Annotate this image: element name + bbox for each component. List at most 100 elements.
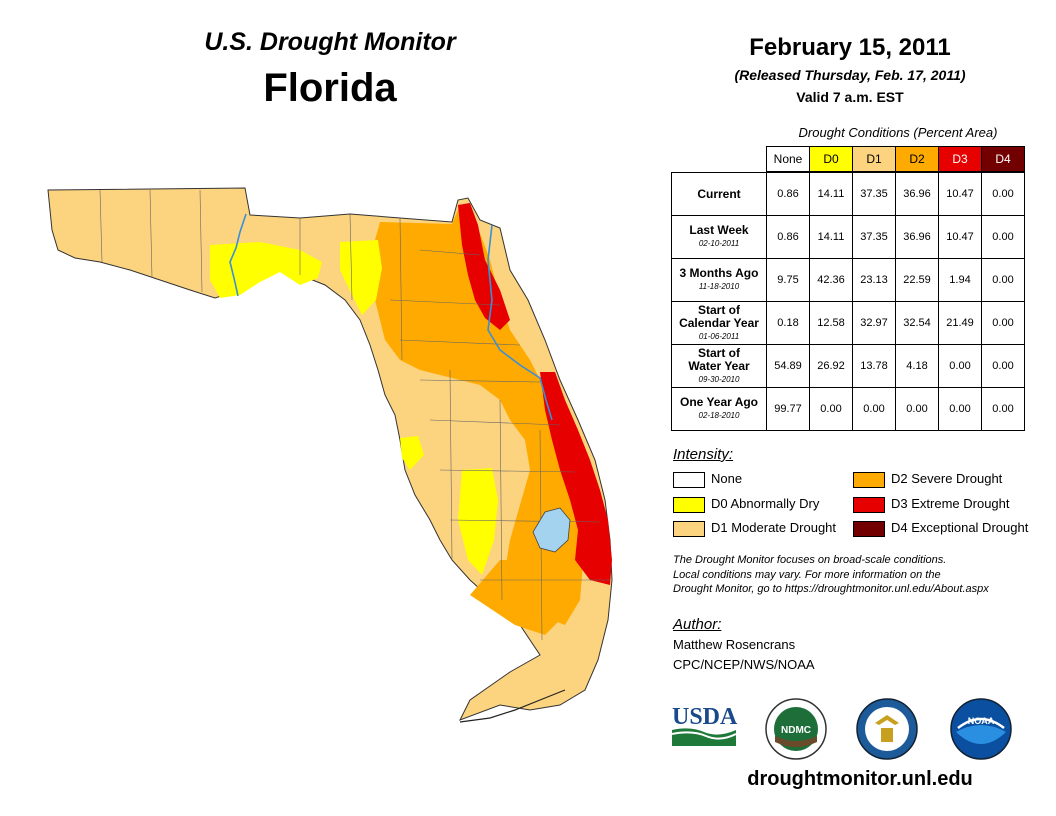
row-label: 3 Months Ago 11-18-2010 bbox=[671, 258, 767, 302]
author-name: Matthew Rosencrans bbox=[673, 637, 796, 652]
state-name: Florida bbox=[263, 66, 397, 110]
apalachicola-river bbox=[229, 213, 247, 297]
cell: 4.18 bbox=[895, 344, 939, 388]
cell: 0.00 bbox=[981, 387, 1025, 431]
cell: 21.49 bbox=[938, 301, 982, 345]
cell: 32.97 bbox=[852, 301, 896, 345]
ndmc-logo: NDMC bbox=[765, 698, 827, 760]
row-label: Start of Calendar Year 01-06-2011 bbox=[671, 301, 767, 345]
cell: 1.94 bbox=[938, 258, 982, 302]
svg-text:NDMC: NDMC bbox=[781, 725, 811, 736]
florida-keys bbox=[459, 689, 566, 723]
col-d2: D2 bbox=[895, 146, 939, 172]
commerce-seal-logo bbox=[856, 698, 918, 760]
cell: 0.00 bbox=[938, 387, 982, 431]
cell: 99.77 bbox=[766, 387, 810, 431]
table-row: 3 Months Ago 11-18-2010 9.75 42.36 23.13 … bbox=[671, 258, 1025, 302]
cell: 0.00 bbox=[981, 344, 1025, 388]
cell: 10.47 bbox=[938, 172, 982, 216]
table-header-row: None D0 D1 D2 D3 D4 bbox=[672, 146, 1025, 172]
note-line: The Drought Monitor focuses on broad-sca… bbox=[673, 554, 947, 566]
row-label: One Year Ago 02-18-2010 bbox=[671, 387, 767, 431]
cell: 0.00 bbox=[852, 387, 896, 431]
noaa-logo: NOAA bbox=[950, 698, 1012, 760]
note-line: Drought Monitor, go to https://droughtmo… bbox=[673, 583, 989, 595]
table-row: Start of Calendar Year 01-06-2011 0.18 12.… bbox=[671, 301, 1025, 345]
cell: 10.47 bbox=[938, 215, 982, 259]
cell: 22.59 bbox=[895, 258, 939, 302]
row-label: Current bbox=[671, 172, 767, 216]
conditions-caption: Drought Conditions (Percent Area) bbox=[798, 125, 998, 140]
cell: 0.86 bbox=[766, 215, 810, 259]
swatch-d2 bbox=[853, 471, 885, 488]
usda-logo: USDA bbox=[671, 704, 738, 746]
swatch-d3 bbox=[853, 496, 885, 513]
intensity-title: Intensity: bbox=[673, 446, 734, 463]
valid-time: Valid 7 a.m. EST bbox=[796, 89, 904, 105]
d2-region-southwest bbox=[470, 560, 560, 635]
cell: 14.11 bbox=[809, 172, 853, 216]
cell: 0.18 bbox=[766, 301, 810, 345]
d0-region-southwest bbox=[458, 468, 498, 575]
cell: 0.00 bbox=[938, 344, 982, 388]
col-d3: D3 bbox=[938, 146, 982, 172]
cell: 0.86 bbox=[766, 172, 810, 216]
svg-text:NOAA: NOAA bbox=[968, 716, 995, 726]
swatch-d0 bbox=[673, 496, 705, 513]
cell: 0.00 bbox=[981, 258, 1025, 302]
col-d4: D4 bbox=[981, 146, 1025, 172]
florida-drought-map bbox=[47, 187, 613, 723]
table-row: One Year Ago 02-18-2010 99.77 0.00 0.00 0… bbox=[671, 387, 1025, 431]
svg-text:USDA: USDA bbox=[672, 704, 738, 730]
col-d0: D0 bbox=[809, 146, 853, 172]
author-title: Author: bbox=[673, 616, 722, 633]
cell: 23.13 bbox=[852, 258, 896, 302]
author-org: CPC/NCEP/NWS/NOAA bbox=[673, 657, 815, 672]
cell: 0.00 bbox=[809, 387, 853, 431]
legend-item-d1: D1 Moderate Drought bbox=[673, 519, 836, 537]
cell: 37.35 bbox=[852, 215, 896, 259]
legend-item-d2: D2 Severe Drought bbox=[853, 470, 1002, 488]
cell: 36.96 bbox=[895, 215, 939, 259]
swatch-d4 bbox=[853, 520, 885, 537]
website-link[interactable]: droughtmonitor.unl.edu bbox=[747, 768, 973, 790]
cell: 42.36 bbox=[809, 258, 853, 302]
cell: 54.89 bbox=[766, 344, 810, 388]
cell: 0.00 bbox=[981, 301, 1025, 345]
lake-okeechobee bbox=[532, 507, 571, 553]
cell: 36.96 bbox=[895, 172, 939, 216]
table-row: Last Week 02-10-2011 0.86 14.11 37.35 36.… bbox=[671, 215, 1025, 259]
table-row: Start of Water Year 09-30-2010 54.89 26.92… bbox=[671, 344, 1025, 388]
cell: 32.54 bbox=[895, 301, 939, 345]
d0-region-tampa bbox=[400, 436, 424, 470]
cell: 0.00 bbox=[981, 172, 1025, 216]
legend-item-none: None bbox=[673, 470, 742, 488]
st-johns-river bbox=[487, 224, 553, 421]
legend-item-d3: D3 Extreme Drought bbox=[853, 495, 1010, 513]
cell: 13.78 bbox=[852, 344, 896, 388]
legend-item-d0: D0 Abnormally Dry bbox=[673, 495, 819, 513]
corner-cell bbox=[672, 147, 767, 172]
d0-region-panhandle bbox=[210, 242, 322, 298]
cell: 12.58 bbox=[809, 301, 853, 345]
d3-region-northeast bbox=[458, 203, 510, 330]
d2-region-north bbox=[372, 205, 585, 625]
col-d1: D1 bbox=[852, 146, 896, 172]
release-date: (Released Thursday, Feb. 17, 2011) bbox=[734, 67, 966, 83]
map-title: U.S. Drought Monitor bbox=[204, 28, 456, 56]
cell: 9.75 bbox=[766, 258, 810, 302]
note-line: Local conditions may vary. For more info… bbox=[673, 568, 941, 581]
col-none: None bbox=[766, 146, 810, 172]
swatch-none bbox=[673, 471, 705, 488]
swatch-d1 bbox=[673, 520, 705, 537]
cell: 0.00 bbox=[981, 215, 1025, 259]
disclaimer-note: The Drought Monitor focuses on broad-sca… bbox=[673, 553, 1043, 597]
row-label: Start of Water Year 09-30-2010 bbox=[671, 344, 767, 388]
legend-item-d4: D4 Exceptional Drought bbox=[853, 519, 1028, 537]
d0-region-bigbend bbox=[340, 240, 382, 315]
cell: 14.11 bbox=[809, 215, 853, 259]
table-row: Current 0.86 14.11 37.35 36.96 10.47 0.0… bbox=[671, 172, 1025, 216]
row-label: Last Week 02-10-2011 bbox=[671, 215, 767, 259]
cell: 26.92 bbox=[809, 344, 853, 388]
d3-region-east-coast bbox=[540, 372, 612, 585]
